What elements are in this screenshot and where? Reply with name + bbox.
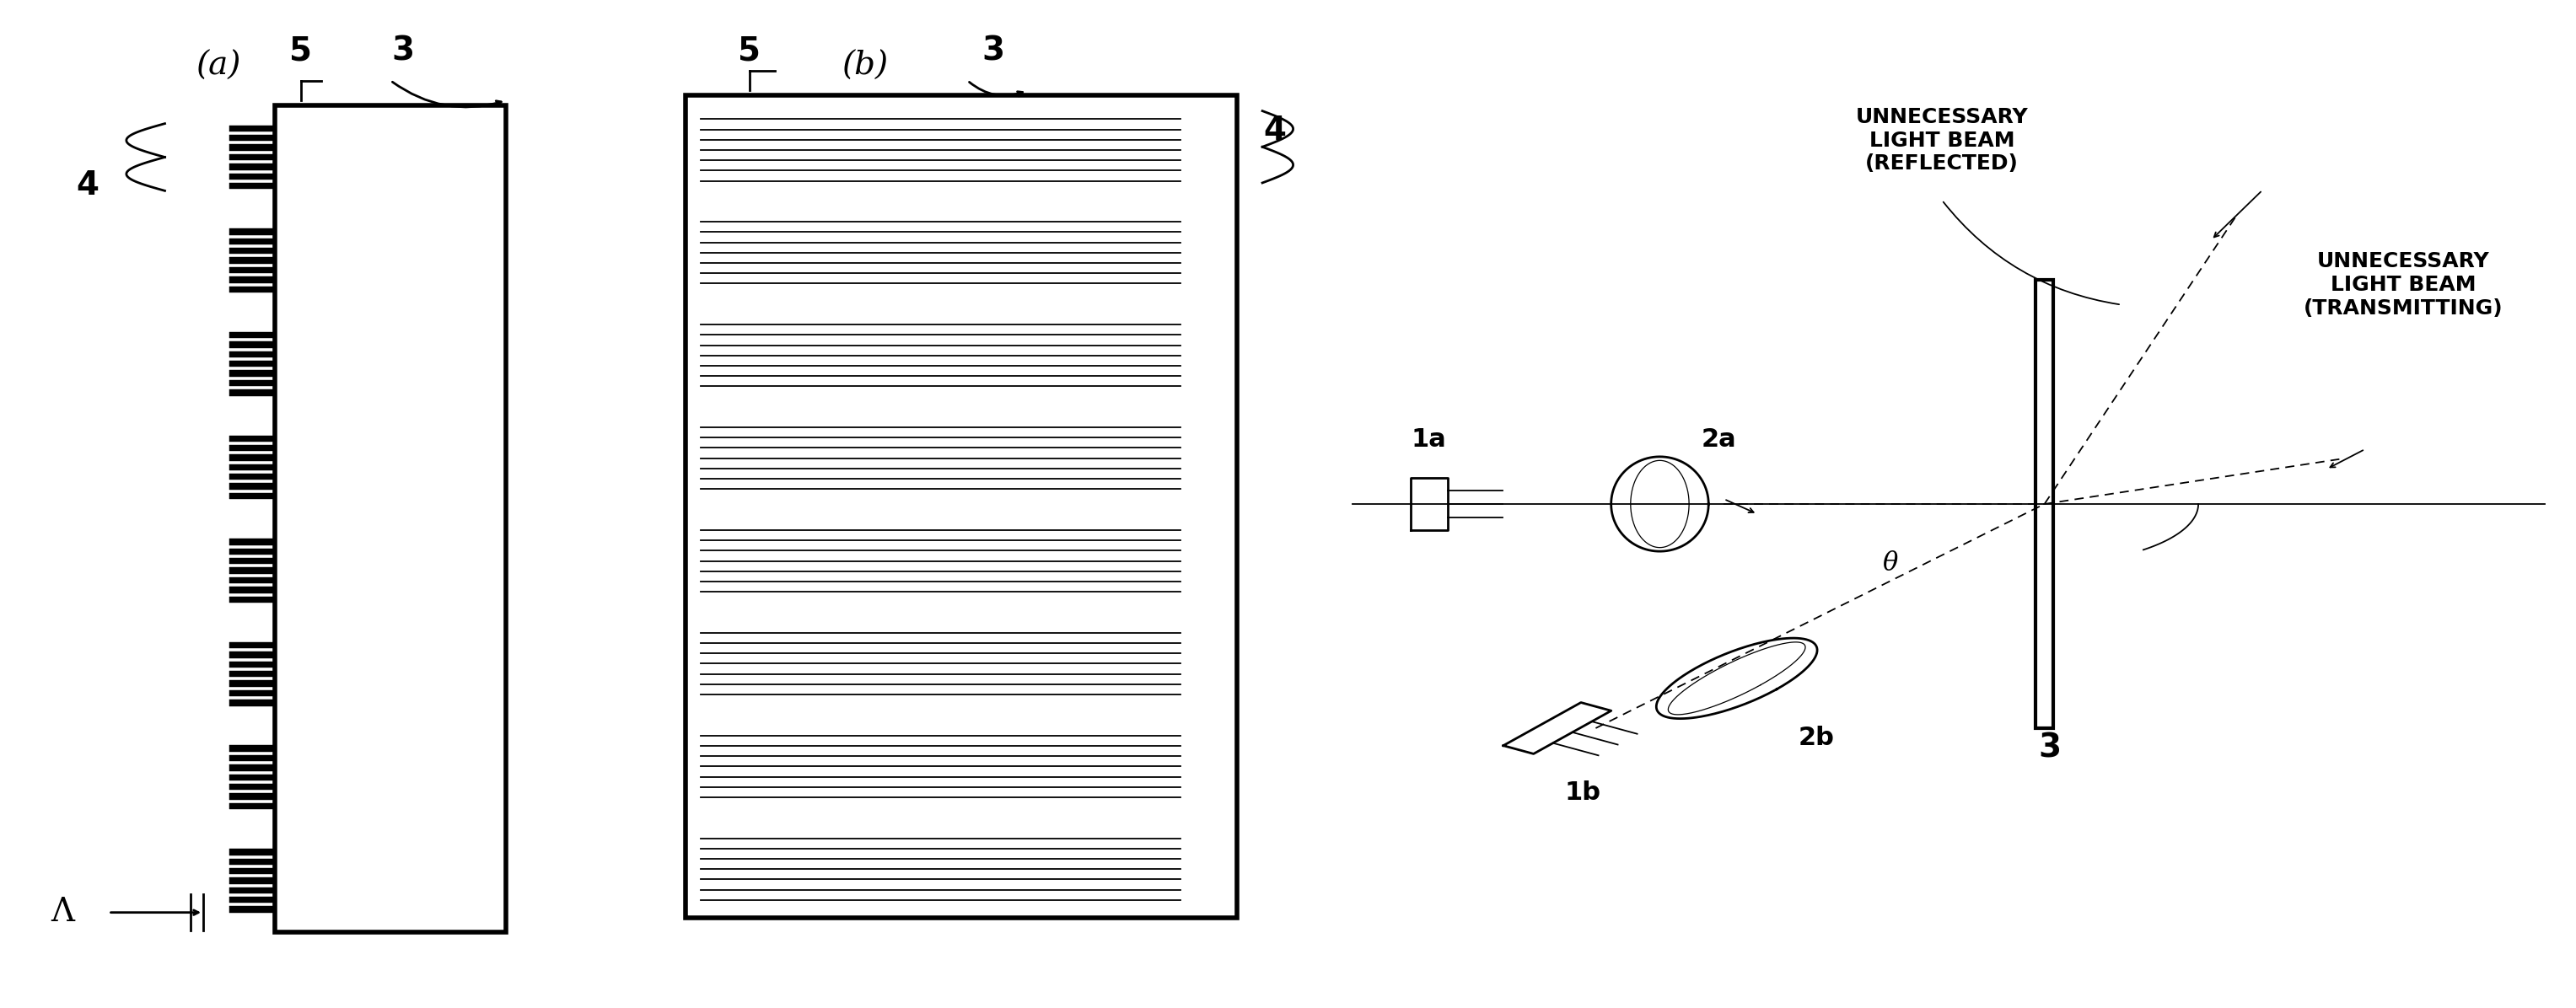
Bar: [229, 257, 276, 264]
Text: 5: 5: [289, 34, 312, 67]
Bar: [229, 642, 276, 648]
Text: θ: θ: [1883, 550, 1899, 577]
Bar: [229, 661, 276, 667]
Bar: [229, 238, 276, 245]
Bar: [229, 849, 276, 855]
Bar: [229, 578, 276, 584]
Bar: [229, 784, 276, 790]
Bar: [229, 361, 276, 367]
Bar: [229, 351, 276, 358]
Text: 1b: 1b: [1564, 781, 1602, 805]
Bar: [229, 455, 276, 461]
Bar: [229, 248, 276, 254]
Bar: [229, 435, 276, 442]
Bar: [229, 887, 276, 893]
Bar: [229, 859, 276, 865]
Bar: [229, 868, 276, 874]
Text: Λ: Λ: [52, 897, 75, 928]
Bar: [229, 380, 276, 386]
Bar: [229, 538, 276, 545]
Bar: [229, 484, 276, 490]
Text: 3: 3: [2038, 732, 2061, 764]
Bar: [229, 173, 276, 179]
Bar: [229, 793, 276, 799]
Bar: [229, 182, 276, 190]
Bar: [229, 267, 276, 273]
Bar: [2035, 280, 2053, 728]
Text: 1a: 1a: [1412, 427, 1448, 452]
Bar: [229, 493, 276, 499]
Text: UNNECESSARY
LIGHT BEAM
(TRANSMITTING): UNNECESSARY LIGHT BEAM (TRANSMITTING): [2303, 251, 2504, 319]
Bar: [229, 765, 276, 771]
Bar: [229, 154, 276, 160]
Bar: [229, 276, 276, 283]
Bar: [229, 746, 276, 752]
Bar: [229, 878, 276, 884]
Bar: [229, 680, 276, 686]
Bar: [229, 671, 276, 677]
Text: (b): (b): [842, 50, 889, 82]
Bar: [229, 370, 276, 377]
Bar: [229, 445, 276, 452]
Text: 2a: 2a: [1700, 427, 1736, 452]
Bar: [229, 144, 276, 150]
Bar: [229, 803, 276, 809]
Bar: [229, 464, 276, 471]
Bar: [685, 96, 1236, 917]
Bar: [229, 690, 276, 697]
Bar: [229, 755, 276, 761]
Text: 4: 4: [1265, 114, 1285, 146]
Bar: [229, 557, 276, 564]
Bar: [229, 897, 276, 903]
Bar: [276, 106, 505, 932]
Bar: [229, 548, 276, 554]
Text: 5: 5: [739, 34, 760, 67]
Text: (a): (a): [196, 50, 242, 82]
Bar: [229, 332, 276, 339]
Bar: [229, 597, 276, 603]
Bar: [229, 163, 276, 170]
Bar: [229, 906, 276, 912]
Bar: [229, 652, 276, 658]
Text: 2b: 2b: [1798, 726, 1834, 750]
Text: 3: 3: [392, 34, 415, 67]
Bar: [229, 700, 276, 706]
Text: 3: 3: [981, 34, 1005, 67]
Bar: [229, 389, 276, 396]
Bar: [229, 774, 276, 780]
Bar: [229, 286, 276, 292]
Text: UNNECESSARY
LIGHT BEAM
(REFLECTED): UNNECESSARY LIGHT BEAM (REFLECTED): [1855, 107, 2027, 174]
Bar: [229, 342, 276, 348]
Bar: [229, 125, 276, 131]
Bar: [229, 474, 276, 480]
Bar: [229, 229, 276, 235]
Text: 4: 4: [77, 169, 100, 202]
Bar: [229, 135, 276, 141]
Bar: [229, 568, 276, 574]
Bar: [229, 587, 276, 593]
